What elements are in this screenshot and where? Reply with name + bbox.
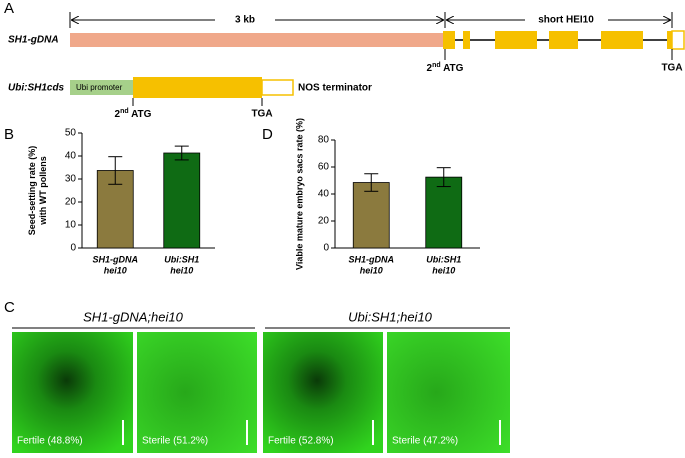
x-tick-label: Ubi:SH1	[164, 254, 199, 264]
bar	[425, 176, 463, 249]
y-tick-label: 40	[318, 189, 330, 200]
tga-label: TGA	[251, 109, 272, 120]
construct-label: Ubi:SH1cds	[8, 83, 65, 94]
y-tick-label: 60	[318, 162, 330, 173]
bar	[352, 182, 390, 249]
micrograph	[387, 332, 510, 453]
panel-label: B	[4, 126, 14, 143]
image-label: Fertile (48.8%)	[17, 436, 83, 447]
micrograph	[263, 332, 383, 453]
promoter	[70, 80, 133, 95]
x-tick-label: Ubi:SH1	[426, 254, 461, 264]
bar	[163, 152, 201, 249]
terminator-label: NOS terminator	[298, 83, 372, 94]
micrograph	[12, 332, 133, 453]
tga-label: TGA	[661, 63, 682, 74]
y-axis-label: Seed-setting rate (%)	[27, 146, 37, 236]
promoter-label: Ubi promoter	[76, 83, 123, 92]
y-tick-label: 20	[318, 216, 330, 227]
atg-label: 2nd ATG	[427, 62, 464, 74]
x-tick-label: hei10	[360, 265, 383, 275]
group-title: SH1-gDNA;hei10	[83, 309, 183, 324]
x-tick-label: hei10	[104, 265, 127, 275]
y-tick-label: 80	[318, 135, 330, 146]
short-label: short HEI10	[538, 15, 594, 26]
x-tick-label: hei10	[170, 265, 193, 275]
y-tick-label: 0	[70, 243, 76, 254]
y-tick-label: 30	[65, 174, 77, 185]
y-tick-label: 10	[65, 220, 77, 231]
exons	[443, 31, 672, 49]
panel-label: D	[262, 126, 273, 143]
panel-label: C	[4, 299, 15, 316]
cds	[133, 77, 262, 98]
group-title: Ubi:SH1;hei10	[348, 309, 433, 324]
construct-label: SH1-gDNA	[8, 35, 59, 46]
utr	[671, 30, 685, 50]
atg-label: 2nd ATG	[115, 108, 152, 120]
promoter-region	[70, 33, 443, 47]
x-tick-label: SH1-gDNA	[92, 254, 138, 264]
image-label: Fertile (52.8%)	[268, 436, 334, 447]
y-tick-label: 20	[65, 197, 77, 208]
y-axis-label: with WT pollens	[38, 156, 48, 226]
image-label: Sterile (47.2%)	[392, 436, 458, 447]
y-tick-label: 0	[323, 243, 329, 254]
y-axis-label: Viable mature embryo sacs rate (%)	[294, 118, 304, 270]
scale-label: 3 kb	[235, 15, 255, 26]
y-tick-label: 50	[65, 128, 77, 139]
y-tick-label: 40	[65, 151, 77, 162]
panel-label: A	[4, 0, 14, 17]
image-label: Sterile (51.2%)	[142, 436, 208, 447]
micrograph	[137, 332, 257, 453]
x-tick-label: SH1-gDNA	[348, 254, 394, 264]
terminator	[261, 79, 294, 96]
x-tick-label: hei10	[432, 265, 455, 275]
